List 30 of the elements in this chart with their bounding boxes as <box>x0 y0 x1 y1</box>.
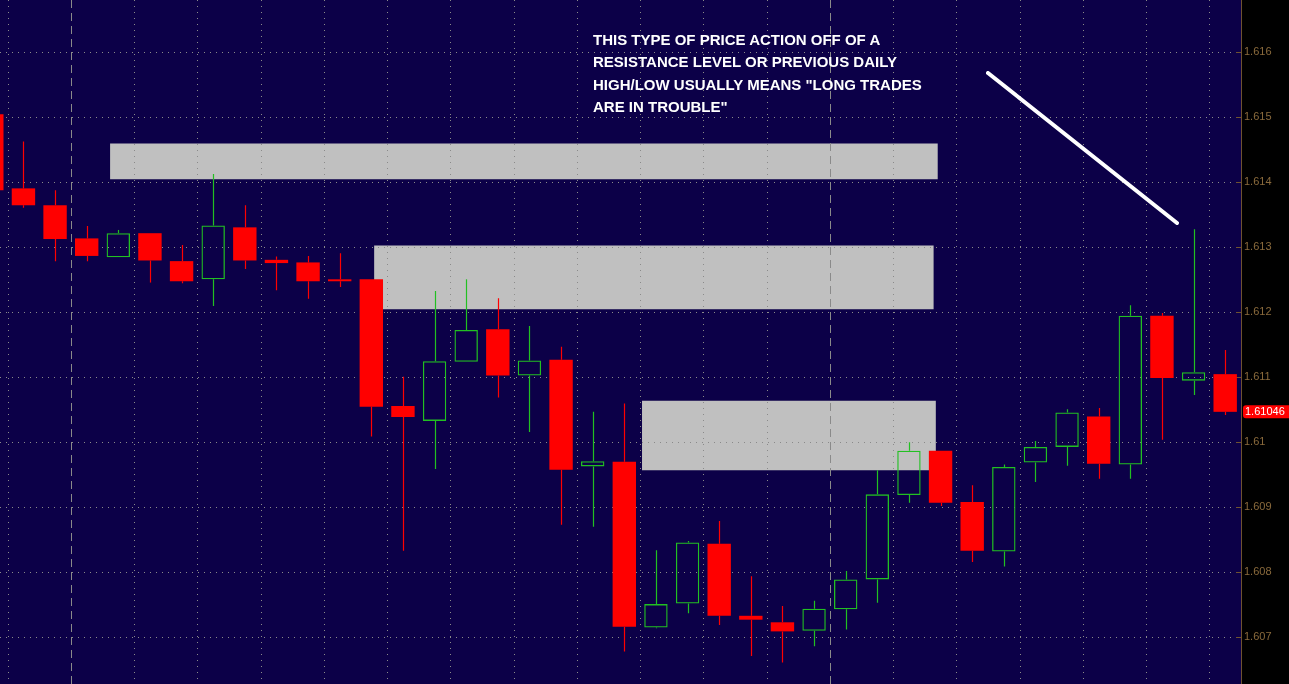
candlestick <box>169 244 194 284</box>
y-tick-label: 1.613 <box>1244 239 1272 252</box>
y-tick-label: 1.609 <box>1244 499 1272 512</box>
candlestick <box>960 484 984 563</box>
candlestick <box>549 346 573 526</box>
candlestick <box>739 575 763 657</box>
text: 1.61046 <box>1245 405 1285 418</box>
candlestick <box>1150 312 1174 441</box>
annotation: THIS TYPE OF PRICE ACTION OFF OF A RESISTANCE LEVEL OR PREVIOUS DAILY HIGH/LOW USUALLY MEANS "LONG TRADES ARE IN TROUBLE" <box>593 31 922 116</box>
candlestick <box>612 402 637 653</box>
candlestick <box>1086 407 1111 480</box>
y-tick-label: 1.612 <box>1244 304 1272 317</box>
candlestick <box>486 297 510 399</box>
y-tick-label: 1.61 <box>1244 434 1266 447</box>
candlestick <box>327 252 352 288</box>
candlestick <box>770 605 795 664</box>
y-tick-label: 1.611 <box>1244 369 1271 382</box>
candlestick <box>391 376 415 552</box>
y-tick-label: 1.608 <box>1244 564 1272 577</box>
candlestick <box>233 204 257 270</box>
candlestick <box>264 255 289 291</box>
candlestick <box>296 255 320 300</box>
candlestick <box>707 520 731 626</box>
candlestick <box>43 189 67 262</box>
y-tick-label: 1.607 <box>1244 629 1272 642</box>
candlestick <box>359 279 384 438</box>
candlestick <box>11 141 36 209</box>
y-tick-label: 1.616 <box>1244 45 1272 57</box>
y-tick-label: 1.615 <box>1244 109 1272 122</box>
y-tick-label: 1.614 <box>1244 174 1272 187</box>
